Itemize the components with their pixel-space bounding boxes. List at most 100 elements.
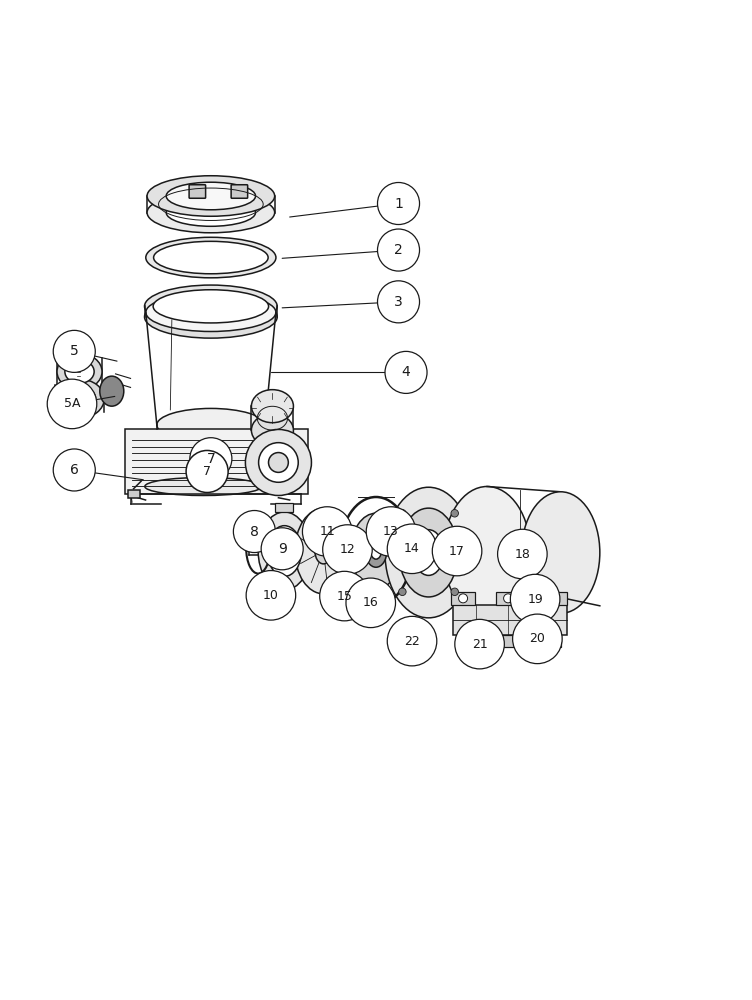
Circle shape: [451, 510, 459, 517]
Text: 15: 15: [337, 590, 353, 603]
Text: 5: 5: [70, 344, 79, 358]
Bar: [275, 503, 293, 512]
Ellipse shape: [341, 545, 351, 560]
Ellipse shape: [157, 408, 265, 441]
Circle shape: [511, 574, 560, 624]
Ellipse shape: [350, 513, 402, 589]
Bar: [125, 429, 308, 494]
Ellipse shape: [55, 379, 105, 418]
Ellipse shape: [153, 290, 268, 323]
Circle shape: [346, 578, 396, 628]
Circle shape: [320, 571, 369, 621]
Bar: [462, 635, 483, 647]
Bar: [496, 592, 520, 605]
Circle shape: [323, 525, 372, 574]
Circle shape: [451, 588, 459, 596]
Text: 11: 11: [320, 525, 335, 538]
Ellipse shape: [166, 182, 256, 210]
Ellipse shape: [365, 535, 387, 567]
Text: 8: 8: [250, 525, 259, 539]
Circle shape: [246, 571, 296, 620]
Text: 20: 20: [529, 632, 545, 645]
Bar: [451, 592, 475, 605]
Text: 10: 10: [263, 589, 279, 602]
Ellipse shape: [245, 429, 311, 495]
Ellipse shape: [144, 285, 277, 328]
FancyBboxPatch shape: [189, 185, 205, 198]
Text: 3: 3: [394, 295, 403, 309]
Ellipse shape: [259, 443, 299, 482]
Circle shape: [366, 507, 416, 556]
Circle shape: [53, 449, 96, 491]
Ellipse shape: [147, 176, 274, 216]
Ellipse shape: [146, 293, 276, 331]
Circle shape: [498, 529, 547, 579]
Text: 6: 6: [70, 463, 79, 477]
Ellipse shape: [63, 386, 96, 411]
Ellipse shape: [258, 512, 311, 590]
Circle shape: [550, 594, 559, 603]
FancyBboxPatch shape: [231, 185, 247, 198]
Ellipse shape: [414, 530, 444, 575]
Text: 4: 4: [402, 365, 411, 379]
Ellipse shape: [147, 192, 274, 233]
Text: 2: 2: [394, 243, 403, 257]
Text: 7: 7: [207, 452, 215, 466]
Ellipse shape: [268, 526, 302, 576]
Ellipse shape: [444, 486, 531, 619]
Ellipse shape: [166, 199, 256, 226]
Ellipse shape: [65, 360, 94, 383]
Ellipse shape: [144, 296, 277, 338]
Text: 19: 19: [527, 593, 543, 606]
Text: 5A: 5A: [64, 397, 80, 410]
Ellipse shape: [146, 237, 276, 278]
Ellipse shape: [268, 453, 288, 472]
Circle shape: [190, 438, 232, 480]
Circle shape: [504, 594, 513, 603]
Ellipse shape: [385, 487, 472, 618]
Circle shape: [399, 588, 406, 596]
Ellipse shape: [251, 390, 293, 423]
Text: 7: 7: [203, 465, 211, 478]
Bar: [541, 635, 562, 647]
Circle shape: [261, 528, 303, 570]
Bar: [453, 605, 568, 635]
Circle shape: [233, 511, 275, 553]
Text: 22: 22: [404, 635, 420, 648]
Circle shape: [378, 182, 420, 225]
Text: 16: 16: [363, 596, 378, 609]
Circle shape: [385, 351, 427, 393]
Circle shape: [455, 619, 505, 669]
Text: 21: 21: [472, 638, 487, 651]
Ellipse shape: [153, 241, 268, 274]
Ellipse shape: [521, 492, 600, 613]
Ellipse shape: [295, 508, 352, 594]
Ellipse shape: [145, 477, 262, 495]
Text: 17: 17: [449, 545, 465, 558]
Circle shape: [513, 614, 562, 664]
Circle shape: [378, 281, 420, 323]
Bar: [128, 490, 140, 498]
Text: 1: 1: [394, 197, 403, 211]
Ellipse shape: [399, 508, 458, 597]
Text: 14: 14: [404, 542, 420, 555]
Ellipse shape: [100, 376, 124, 406]
Bar: [543, 592, 567, 605]
Circle shape: [399, 510, 406, 517]
Ellipse shape: [335, 538, 356, 568]
Ellipse shape: [251, 414, 293, 447]
Circle shape: [47, 379, 97, 429]
Circle shape: [459, 594, 468, 603]
Text: 13: 13: [383, 525, 399, 538]
Circle shape: [387, 524, 437, 574]
Ellipse shape: [315, 538, 332, 564]
Circle shape: [378, 229, 420, 271]
Ellipse shape: [371, 543, 381, 559]
Circle shape: [432, 526, 482, 576]
Text: 9: 9: [277, 542, 287, 556]
Bar: [498, 635, 519, 647]
Circle shape: [302, 507, 352, 556]
Text: 12: 12: [340, 543, 356, 556]
Ellipse shape: [57, 354, 102, 390]
Circle shape: [186, 450, 228, 492]
